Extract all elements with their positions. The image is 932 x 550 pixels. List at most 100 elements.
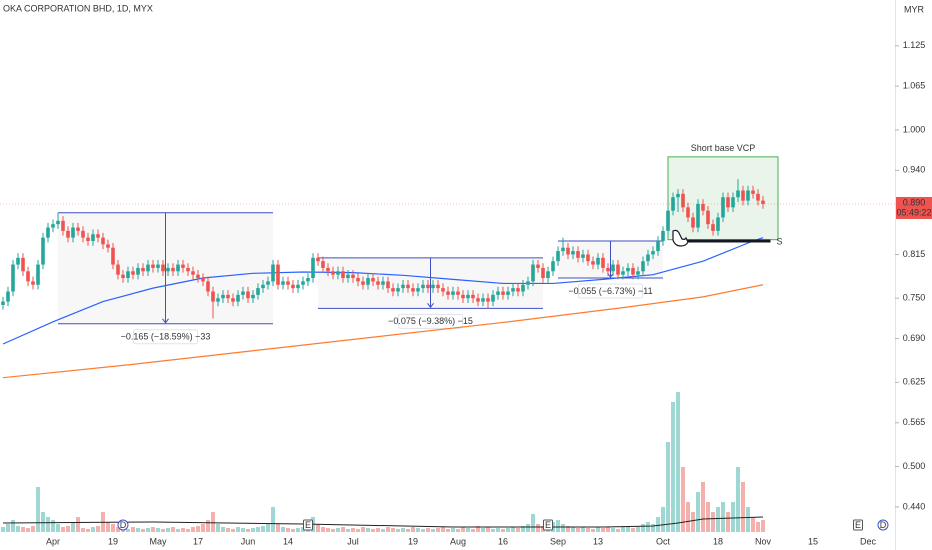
volume-bar	[131, 527, 135, 532]
candle-body	[696, 203, 700, 228]
volume-bar	[341, 527, 345, 532]
x-tick-label: Dec	[860, 536, 877, 546]
candle-body	[391, 288, 395, 292]
measure-label: −0.165 (−18.59%) −33	[121, 332, 211, 342]
volume-bar	[91, 527, 95, 532]
measure-label-box	[133, 329, 198, 345]
measure-arrow-head	[162, 318, 169, 324]
volume-bar	[751, 517, 755, 532]
candle-body	[201, 278, 205, 282]
volume-bar	[36, 487, 40, 532]
candle-body	[556, 251, 560, 262]
volume-bar	[631, 528, 635, 532]
volume-bar	[441, 527, 445, 532]
volume-bar	[201, 524, 205, 532]
candle-body	[551, 261, 555, 272]
support-label: S	[777, 236, 783, 246]
candle-body	[271, 264, 275, 282]
volume-bar	[361, 527, 365, 532]
candle-body	[196, 274, 200, 279]
volume-bar	[21, 527, 25, 532]
volume-bar	[221, 527, 225, 532]
candle-body	[401, 284, 405, 289]
y-tick-label: 0.815	[903, 249, 926, 259]
candle-body	[591, 261, 595, 265]
volume-bar	[666, 442, 670, 532]
candle-body	[441, 288, 445, 292]
candle-body	[646, 254, 650, 262]
volume-bar	[436, 528, 440, 532]
candle-body	[51, 224, 55, 228]
volume-bar	[716, 507, 720, 532]
candle-body	[596, 257, 600, 265]
volume-bar	[266, 524, 270, 532]
candle-body	[76, 227, 80, 231]
volume-bar	[761, 520, 765, 532]
volume-bar	[386, 527, 390, 532]
volume-bar	[61, 527, 65, 532]
x-tick-label: 19	[408, 536, 418, 546]
volume-bar	[76, 517, 80, 532]
volume-bar	[376, 528, 380, 532]
volume-bar	[161, 529, 165, 532]
volume-bar	[556, 520, 560, 532]
x-tick-label: 17	[193, 536, 203, 546]
volume-bar	[196, 526, 200, 532]
candle-body	[456, 291, 460, 295]
volume-bar	[281, 527, 285, 532]
candle-body	[431, 284, 435, 289]
volume-bar	[366, 528, 370, 532]
volume-bar	[616, 529, 620, 532]
event-marker	[303, 519, 313, 531]
candle-body	[141, 267, 145, 272]
chart-title: OKA CORPORATION BHD, 1D, MYX	[3, 3, 153, 13]
candle-body	[526, 281, 530, 285]
candle-body	[176, 264, 180, 272]
volume-bar	[51, 520, 55, 532]
measure-label: −0.075 (−9.38%) −15	[388, 316, 473, 326]
candle-body	[316, 257, 320, 262]
volume-bar	[241, 528, 245, 532]
volume-bar	[56, 524, 60, 532]
volume-bar	[86, 529, 90, 532]
candle-body	[331, 271, 335, 275]
candle-body	[641, 261, 645, 272]
y-tick-label: 0.500	[903, 461, 926, 471]
volume-bar	[496, 528, 500, 532]
volume-bar	[661, 507, 665, 532]
candle-body	[351, 274, 355, 279]
volume-bar	[136, 528, 140, 532]
candle-body	[711, 224, 715, 231]
volume-bar	[421, 529, 425, 532]
volume-bar	[356, 529, 360, 532]
hand-icon	[672, 229, 689, 247]
candle-body	[321, 261, 325, 268]
volume-bar	[536, 524, 540, 532]
candle-body	[106, 244, 110, 248]
volume-bar	[81, 528, 85, 532]
volume-bar	[251, 528, 255, 532]
event-marker	[853, 519, 863, 531]
volume-bar	[191, 527, 195, 532]
candle-body	[581, 254, 585, 258]
event-label: E	[855, 520, 861, 530]
volume-bar	[46, 517, 50, 532]
candle-body	[741, 190, 745, 201]
volume-bar	[701, 482, 705, 532]
candle-body	[496, 291, 500, 295]
candle-body	[246, 291, 250, 299]
candle-body	[61, 220, 65, 231]
candle-body	[446, 291, 450, 295]
candle-body	[381, 281, 385, 285]
volume-bar	[501, 529, 505, 532]
candle-body	[256, 288, 260, 295]
candle-body	[346, 274, 350, 279]
candle-body	[611, 264, 615, 272]
candle-body	[491, 294, 495, 302]
candle-body	[511, 288, 515, 292]
candle-body	[481, 298, 485, 302]
candle-body	[411, 288, 415, 292]
event-label: E	[545, 520, 551, 530]
volume-bar	[571, 527, 575, 532]
